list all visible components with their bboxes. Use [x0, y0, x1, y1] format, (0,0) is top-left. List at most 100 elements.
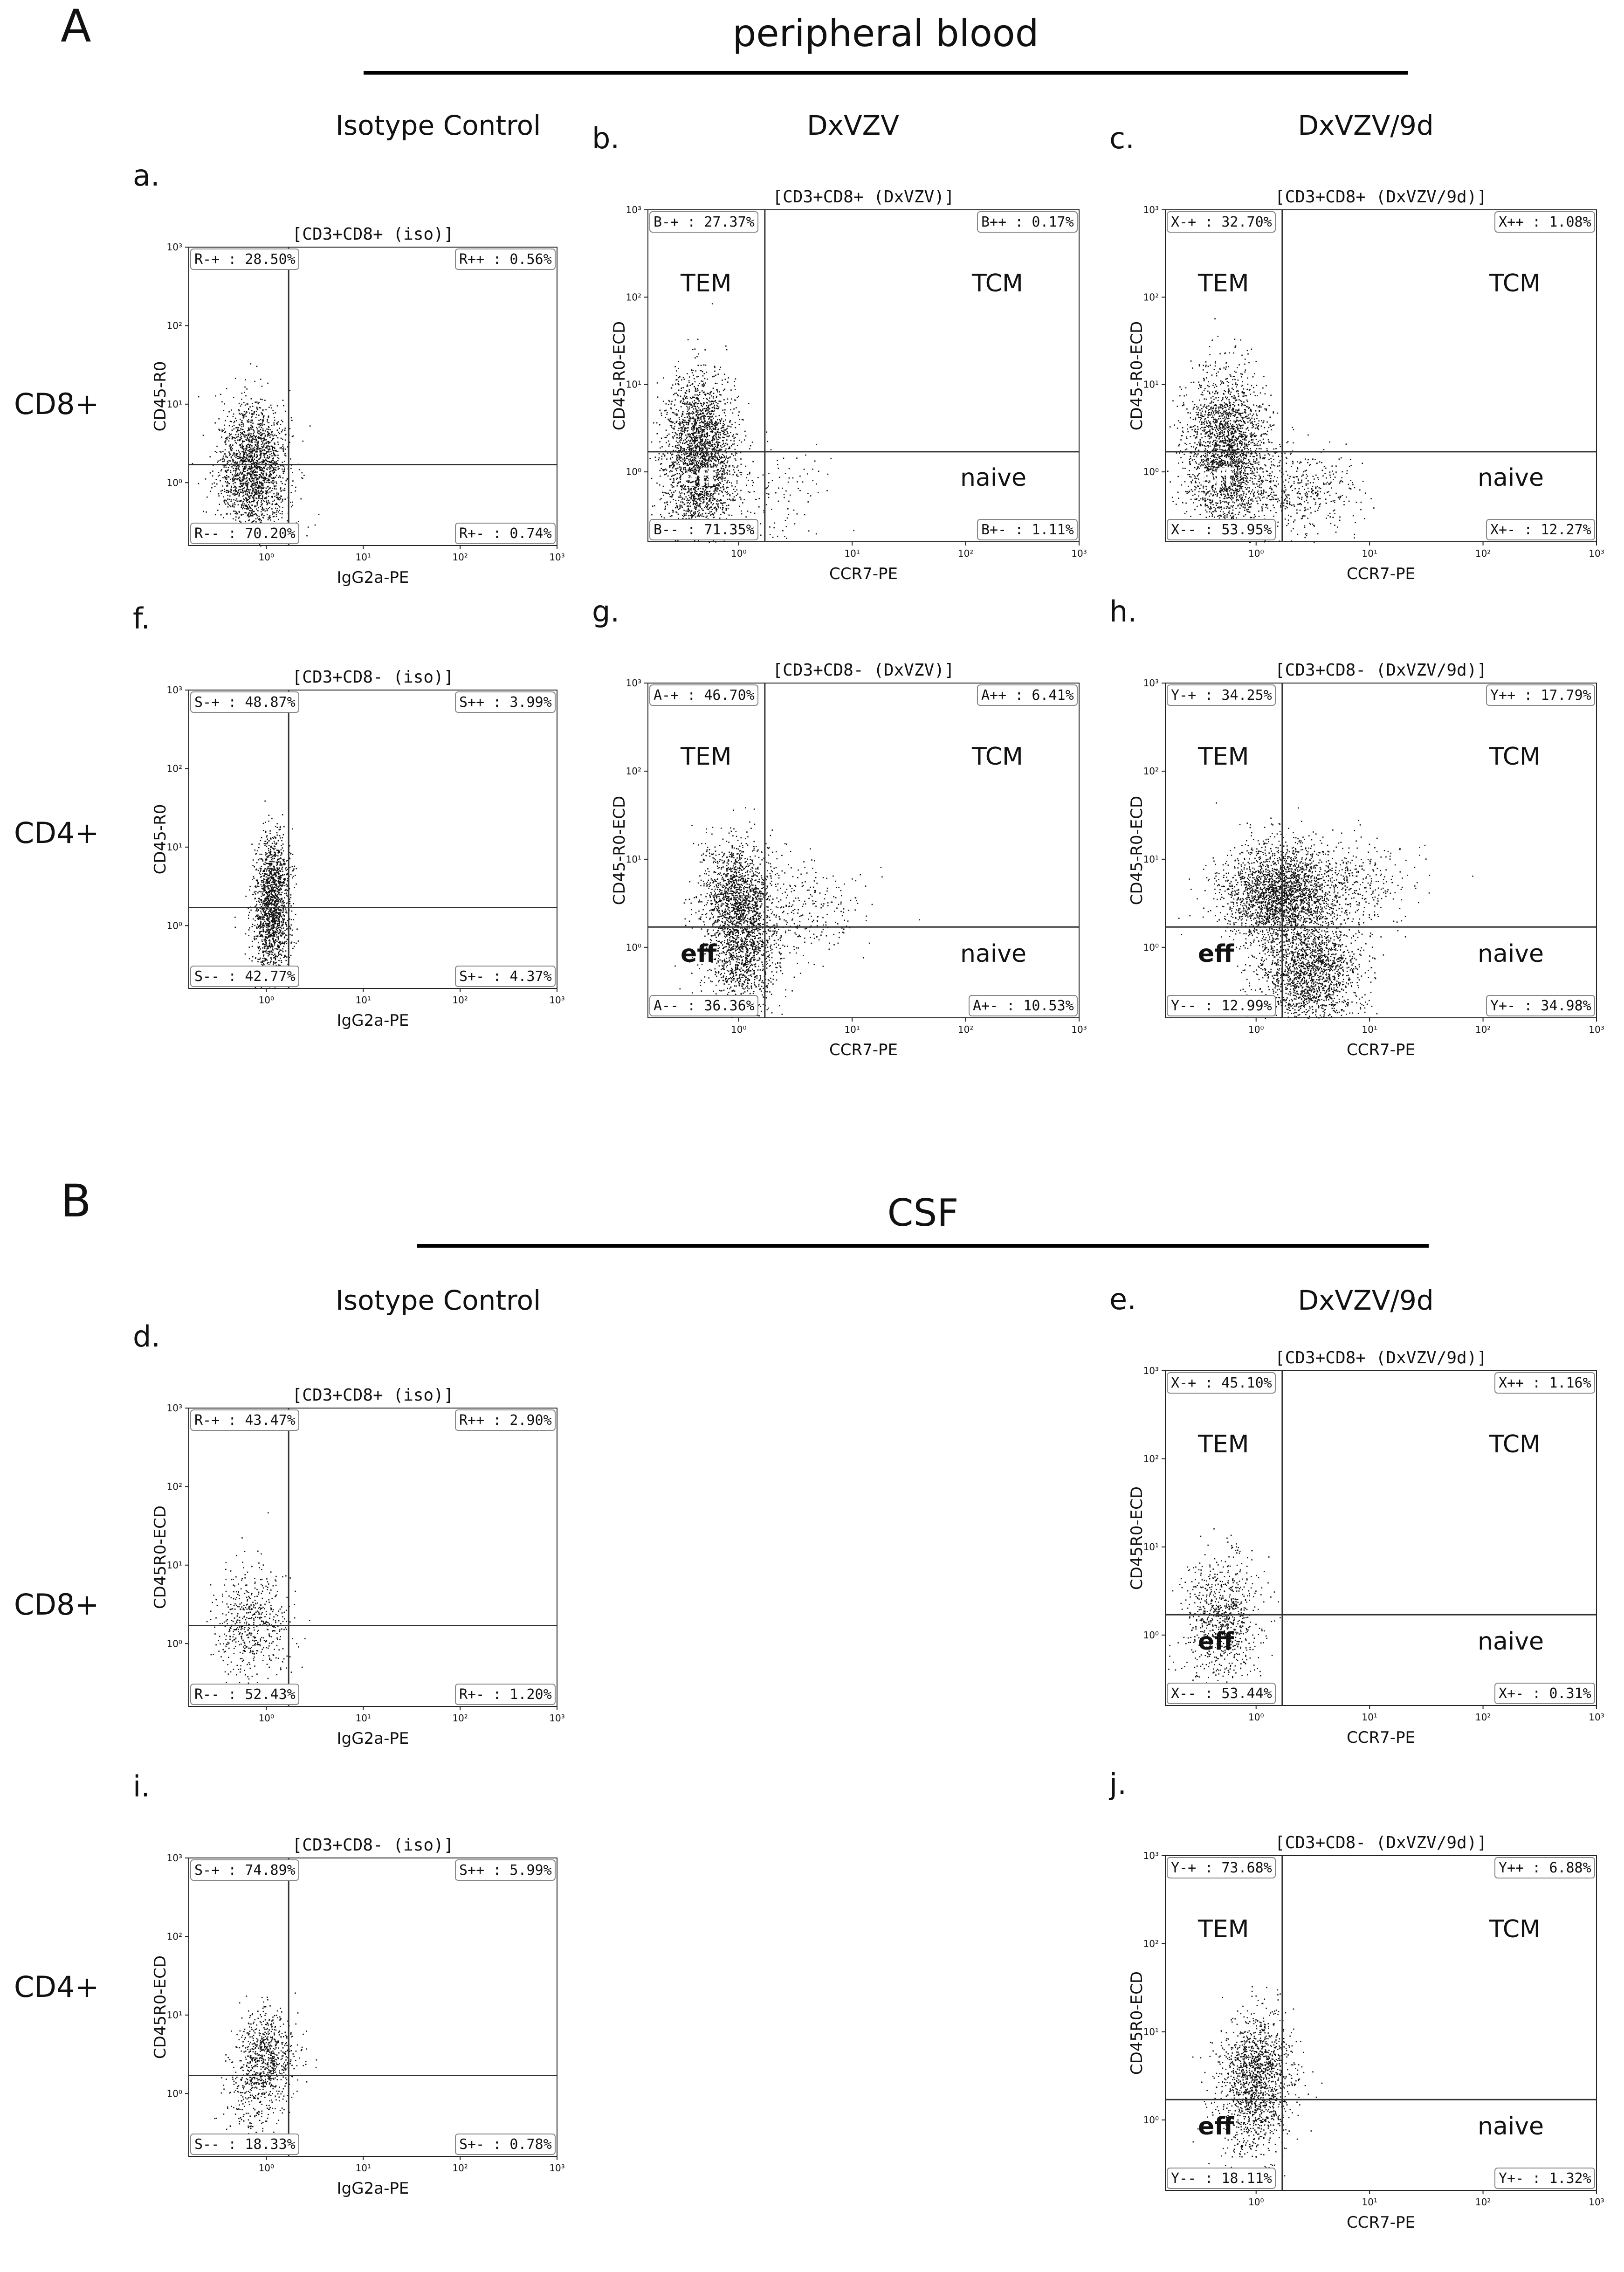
population-label-tcm: TCM	[1489, 269, 1541, 297]
x-tick-label: 10²	[958, 1024, 973, 1035]
population-label-eff: eff	[1198, 940, 1234, 968]
plot-svg: 10⁰ 10⁰ 10¹ 10¹ 10² 10² 10³ 10³ CCR7-PE CD45-R0-E…	[1128, 204, 1604, 583]
plot-frame	[1165, 1370, 1597, 1706]
plot-svg: 10⁰ 10⁰ 10¹ 10¹ 10² 10² 10³ 10³ CCR7-PE CD45-R0-E…	[610, 204, 1087, 583]
plot-frame	[188, 1408, 557, 1707]
y-axis-label: CD45R0-ECD	[151, 1955, 170, 2059]
quadrant-ul-stat: R-+ : 28.50%	[190, 249, 299, 270]
plot-svg: 10⁰ 10⁰ 10¹ 10¹ 10² 10² 10³ 10³ CCR7-PE CD45R0-EC…	[1128, 1850, 1604, 2232]
quadrant-ur-stat: B++ : 0.17%	[977, 211, 1078, 233]
population-label-eff: eff	[681, 464, 717, 492]
x-axis-label: CCR7-PE	[1347, 1041, 1415, 1059]
x-tick-label: 10⁰	[1248, 548, 1264, 559]
x-tick-label: 10⁰	[1248, 1024, 1264, 1035]
x-tick-label: 10⁰	[731, 1024, 746, 1035]
event-cluster-0	[1192, 1986, 1323, 2166]
plot-frame	[188, 1858, 557, 2157]
quadrant-lr-stat: A+- : 10.53%	[969, 995, 1078, 1016]
event-cluster-0	[223, 1992, 317, 2147]
x-tick-label: 10¹	[844, 548, 860, 559]
plot-sub-letter: f.	[133, 601, 150, 635]
y-tick-label: 10¹	[167, 842, 182, 853]
x-tick-label: 10¹	[1362, 2196, 1377, 2208]
column-header-dxvzv9d: DxVZV/9d	[1273, 110, 1459, 141]
x-tick-label: 10¹	[355, 552, 371, 563]
population-label-tcm: TCM	[1489, 1915, 1541, 1943]
x-axis-label: CCR7-PE	[829, 1041, 898, 1059]
quadrant-lr-stat: R+- : 0.74%	[455, 523, 556, 544]
quadrant-ul-stat: Y-+ : 73.68%	[1167, 1857, 1276, 1878]
quadrant-ul-stat: X-+ : 45.10%	[1167, 1372, 1276, 1394]
y-tick-label: 10⁰	[1143, 2114, 1159, 2126]
plot-svg: 10⁰ 10⁰ 10¹ 10¹ 10² 10² 10³ 10³ IgG2a-PE CD45R0-E…	[151, 1852, 565, 2198]
event-dots	[192, 363, 320, 547]
x-tick-label: 10³	[1589, 548, 1604, 559]
plot-sub-letter: c.	[1109, 121, 1135, 155]
row-label-cd4-a: CD4+	[14, 816, 99, 850]
population-label-eff: eff	[681, 940, 717, 968]
y-tick-label: 10³	[1143, 204, 1159, 215]
x-tick-label: 10¹	[355, 994, 371, 1006]
quadrant-lr-stat: X+- : 0.31%	[1494, 1683, 1595, 1704]
quadrant-ur-stat: S++ : 5.99%	[455, 1859, 556, 1881]
y-tick-label: 10¹	[167, 2010, 182, 2021]
row-label-cd8-a: CD8+	[14, 387, 99, 421]
x-axis-label: IgG2a-PE	[337, 2179, 409, 2198]
plot-title: [CD3+CD8+ (iso)]	[189, 1386, 557, 1405]
y-tick-label: 10²	[1143, 1938, 1159, 1949]
y-tick-label: 10³	[626, 677, 641, 689]
quadrant-lr-stat: S+- : 0.78%	[455, 2134, 556, 2155]
quadrant-ur-stat: Y++ : 17.79%	[1486, 684, 1595, 706]
plot-title: [CD3+CD8+ (DxVZV/9d)]	[1165, 1348, 1596, 1367]
svg-text:R++ : 0.56%: R++ : 0.56%	[459, 251, 552, 268]
plot-panel-b: b. [CD3+CD8+ (DxVZV)] 10⁰ 10⁰ 10¹ 10¹ 10² 10² 10…	[592, 121, 1088, 593]
event-dots	[234, 800, 299, 989]
x-tick-label: 10²	[452, 1713, 468, 1724]
svg-text:B+- : 1.11%: B+- : 1.11%	[981, 522, 1074, 538]
x-tick-label: 10³	[549, 1713, 564, 1724]
population-label-naive: naive	[960, 940, 1026, 968]
event-cluster-1	[1170, 318, 1281, 531]
x-tick-label: 10³	[549, 2162, 564, 2174]
population-label-naive: naive	[960, 464, 1026, 492]
y-tick-label: 10²	[167, 1931, 182, 1942]
plot-frame	[1165, 683, 1597, 1018]
x-tick-label: 10³	[1589, 1024, 1604, 1035]
y-axis-label: CD45-R0-ECD	[1128, 796, 1146, 905]
quadrant-ul-stat: A-+ : 46.70%	[649, 684, 758, 706]
event-cluster-2	[1216, 427, 1375, 543]
event-cluster-1	[1232, 878, 1384, 1019]
x-tick-label: 10⁰	[259, 552, 274, 563]
quadrant-lr-stat: R+- : 1.20%	[455, 1684, 556, 1705]
plot-svg: 10⁰ 10⁰ 10¹ 10¹ 10² 10² 10³ 10³ CCR7-PE CD45-R0-E…	[1128, 677, 1604, 1059]
event-cluster-1	[206, 363, 311, 532]
quadrant-ul-stat: S-+ : 48.87%	[190, 691, 299, 713]
x-axis-label: IgG2a-PE	[337, 1011, 409, 1030]
y-tick-label: 10¹	[167, 399, 182, 410]
x-tick-label: 10³	[1589, 2196, 1604, 2208]
plot-panel-f: f. [CD3+CD8- (iso)] 10⁰ 10⁰ 10¹ 10¹ 10² 10² 10³ 1…	[133, 601, 566, 1040]
y-axis-label: CD45-R0-ECD	[610, 321, 629, 430]
x-tick-label: 10⁰	[1248, 1712, 1264, 1723]
y-tick-label: 10³	[1143, 1850, 1159, 1861]
plot-title: [CD3+CD8- (DxVZV/9d)]	[1165, 1833, 1596, 1852]
plot-frame	[188, 247, 557, 546]
plot-sub-letter: g.	[592, 594, 619, 628]
plot-frame	[1165, 209, 1597, 542]
quadrant-ur-stat: X++ : 1.16%	[1494, 1372, 1595, 1394]
quadrant-lr-stat: B+- : 1.11%	[977, 519, 1078, 540]
x-tick-label: 10⁰	[259, 994, 274, 1006]
x-tick-label: 10¹	[355, 2162, 371, 2174]
plot-sub-letter: i.	[133, 1769, 150, 1803]
x-tick-label: 10¹	[1362, 1712, 1377, 1723]
y-tick-label: 10¹	[1143, 2026, 1159, 2037]
y-axis-label: CD45-R0	[151, 361, 170, 432]
x-axis-label: CCR7-PE	[1347, 2213, 1415, 2232]
x-axis-label: CCR7-PE	[829, 565, 898, 583]
plot-frame	[188, 690, 557, 989]
quadrant-ll-stat: Y-- : 18.11%	[1167, 2168, 1276, 2189]
quadrant-lr-stat: X+- : 12.27%	[1486, 519, 1595, 540]
y-axis-label: CD45R0-ECD	[1128, 1971, 1146, 2075]
y-tick-label: 10¹	[167, 1560, 182, 1571]
y-tick-label: 10⁰	[167, 1638, 182, 1649]
